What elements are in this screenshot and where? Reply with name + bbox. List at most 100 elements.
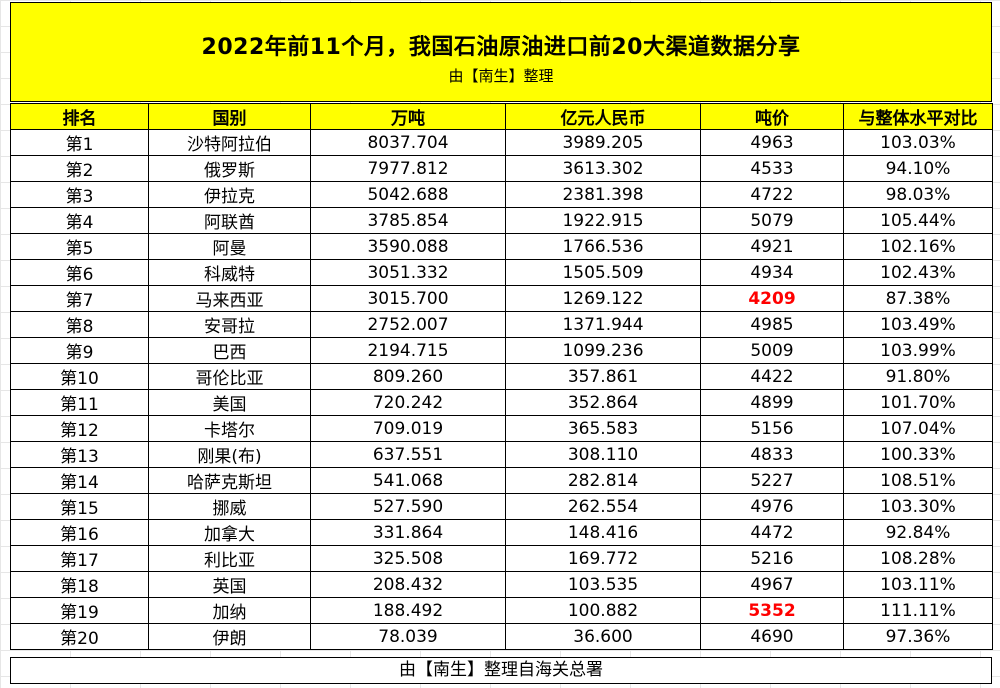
volume-cell: 3051.332 xyxy=(310,259,506,286)
header-price: 吨价 xyxy=(700,103,844,130)
compare-cell: 103.03% xyxy=(843,129,993,156)
volume-cell: 541.068 xyxy=(310,467,506,494)
value-cell: 262.554 xyxy=(505,493,701,520)
compare-cell: 102.43% xyxy=(843,259,993,286)
volume-cell: 527.590 xyxy=(310,493,506,520)
value-cell: 357.861 xyxy=(505,363,701,390)
rank-cell: 第2 xyxy=(10,155,149,182)
table-row: 第14 哈萨克斯坦 541.068 282.814 5227 108.51% xyxy=(10,467,993,494)
table-row: 第12 卡塔尔 709.019 365.583 5156 107.04% xyxy=(10,415,993,442)
price-cell: 5079 xyxy=(700,207,844,234)
header-row: 排名 国别 万吨 亿元人民币 吨价 与整体水平对比 xyxy=(10,103,993,130)
rank-cell: 第9 xyxy=(10,337,149,364)
compare-cell: 101.70% xyxy=(843,389,993,416)
country-cell: 利比亚 xyxy=(148,545,311,572)
price-cell: 5009 xyxy=(700,337,844,364)
country-cell: 伊拉克 xyxy=(148,181,311,208)
volume-cell: 188.492 xyxy=(310,597,506,624)
table-row: 第6 科威特 3051.332 1505.509 4934 102.43% xyxy=(10,259,993,286)
volume-cell: 331.864 xyxy=(310,519,506,546)
rank-cell: 第10 xyxy=(10,363,149,390)
price-cell: 4921 xyxy=(700,233,844,260)
country-cell: 俄罗斯 xyxy=(148,155,311,182)
country-cell: 马来西亚 xyxy=(148,285,311,312)
rank-cell: 第11 xyxy=(10,389,149,416)
rank-cell: 第16 xyxy=(10,519,149,546)
value-cell: 3989.205 xyxy=(505,129,701,156)
volume-cell: 3590.088 xyxy=(310,233,506,260)
table-row: 第10 哥伦比亚 809.260 357.861 4422 91.80% xyxy=(10,363,993,390)
table-row: 第11 美国 720.242 352.864 4899 101.70% xyxy=(10,389,993,416)
price-cell: 5352 xyxy=(700,597,844,624)
rank-cell: 第15 xyxy=(10,493,149,520)
value-cell: 1505.509 xyxy=(505,259,701,286)
volume-cell: 809.260 xyxy=(310,363,506,390)
rank-cell: 第18 xyxy=(10,571,149,598)
price-cell: 4422 xyxy=(700,363,844,390)
rank-cell: 第19 xyxy=(10,597,149,624)
price-cell: 4976 xyxy=(700,493,844,520)
table-row: 第5 阿曼 3590.088 1766.536 4921 102.16% xyxy=(10,233,993,260)
table-row: 第16 加拿大 331.864 148.416 4472 92.84% xyxy=(10,519,993,546)
compare-cell: 111.11% xyxy=(843,597,993,624)
value-cell: 3613.302 xyxy=(505,155,701,182)
price-cell: 5216 xyxy=(700,545,844,572)
price-cell: 4967 xyxy=(700,571,844,598)
table-row: 第20 伊朗 78.039 36.600 4690 97.36% xyxy=(10,623,993,650)
country-cell: 阿联酋 xyxy=(148,207,311,234)
compare-cell: 91.80% xyxy=(843,363,993,390)
price-cell: 4690 xyxy=(700,623,844,650)
country-cell: 安哥拉 xyxy=(148,311,311,338)
page-subtitle: 由【南生】整理 xyxy=(448,67,554,85)
value-cell: 169.772 xyxy=(505,545,701,572)
volume-cell: 720.242 xyxy=(310,389,506,416)
volume-cell: 3785.854 xyxy=(310,207,506,234)
compare-cell: 87.38% xyxy=(843,285,993,312)
compare-cell: 108.28% xyxy=(843,545,993,572)
rank-cell: 第17 xyxy=(10,545,149,572)
table-row: 第3 伊拉克 5042.688 2381.398 4722 98.03% xyxy=(10,181,993,208)
rank-cell: 第13 xyxy=(10,441,149,468)
rank-cell: 第14 xyxy=(10,467,149,494)
compare-cell: 100.33% xyxy=(843,441,993,468)
value-cell: 1099.236 xyxy=(505,337,701,364)
country-cell: 美国 xyxy=(148,389,311,416)
value-cell: 1371.944 xyxy=(505,311,701,338)
header-compare: 与整体水平对比 xyxy=(843,103,993,130)
header-rank: 排名 xyxy=(10,103,149,130)
compare-cell: 102.16% xyxy=(843,233,993,260)
table-row: 第18 英国 208.432 103.535 4967 103.11% xyxy=(10,571,993,598)
volume-cell: 8037.704 xyxy=(310,129,506,156)
price-cell: 4722 xyxy=(700,181,844,208)
country-cell: 科威特 xyxy=(148,259,311,286)
price-cell: 4985 xyxy=(700,311,844,338)
table-body: 第1 沙特阿拉伯 8037.704 3989.205 4963 103.03% 第2 俄罗斯 7… xyxy=(10,129,993,650)
volume-cell: 3015.700 xyxy=(310,285,506,312)
compare-cell: 103.30% xyxy=(843,493,993,520)
country-cell: 哥伦比亚 xyxy=(148,363,311,390)
country-cell: 英国 xyxy=(148,571,311,598)
compare-cell: 105.44% xyxy=(843,207,993,234)
compare-cell: 107.04% xyxy=(843,415,993,442)
volume-cell: 709.019 xyxy=(310,415,506,442)
country-cell: 巴西 xyxy=(148,337,311,364)
compare-cell: 103.11% xyxy=(843,571,993,598)
country-cell: 加纳 xyxy=(148,597,311,624)
table-row: 第13 刚果(布) 637.551 308.110 4833 100.33% xyxy=(10,441,993,468)
header-volume: 万吨 xyxy=(310,103,506,130)
value-cell: 103.535 xyxy=(505,571,701,598)
country-cell: 伊朗 xyxy=(148,623,311,650)
title-banner: 2022年前11个月，我国石油原油进口前20大渠道数据分享 由【南生】整理 xyxy=(10,2,992,102)
volume-cell: 2752.007 xyxy=(310,311,506,338)
rank-cell: 第20 xyxy=(10,623,149,650)
source-footer: 由【南生】整理自海关总署 xyxy=(10,657,992,684)
country-cell: 挪威 xyxy=(148,493,311,520)
compare-cell: 103.49% xyxy=(843,311,993,338)
country-cell: 哈萨克斯坦 xyxy=(148,467,311,494)
value-cell: 36.600 xyxy=(505,623,701,650)
table-row: 第19 加纳 188.492 100.882 5352 111.11% xyxy=(10,597,993,624)
import-table: 排名 国别 万吨 亿元人民币 吨价 与整体水平对比 第1 沙特阿拉伯 8037.70… xyxy=(10,103,993,650)
table-row: 第15 挪威 527.590 262.554 4976 103.30% xyxy=(10,493,993,520)
rank-cell: 第3 xyxy=(10,181,149,208)
volume-cell: 637.551 xyxy=(310,441,506,468)
